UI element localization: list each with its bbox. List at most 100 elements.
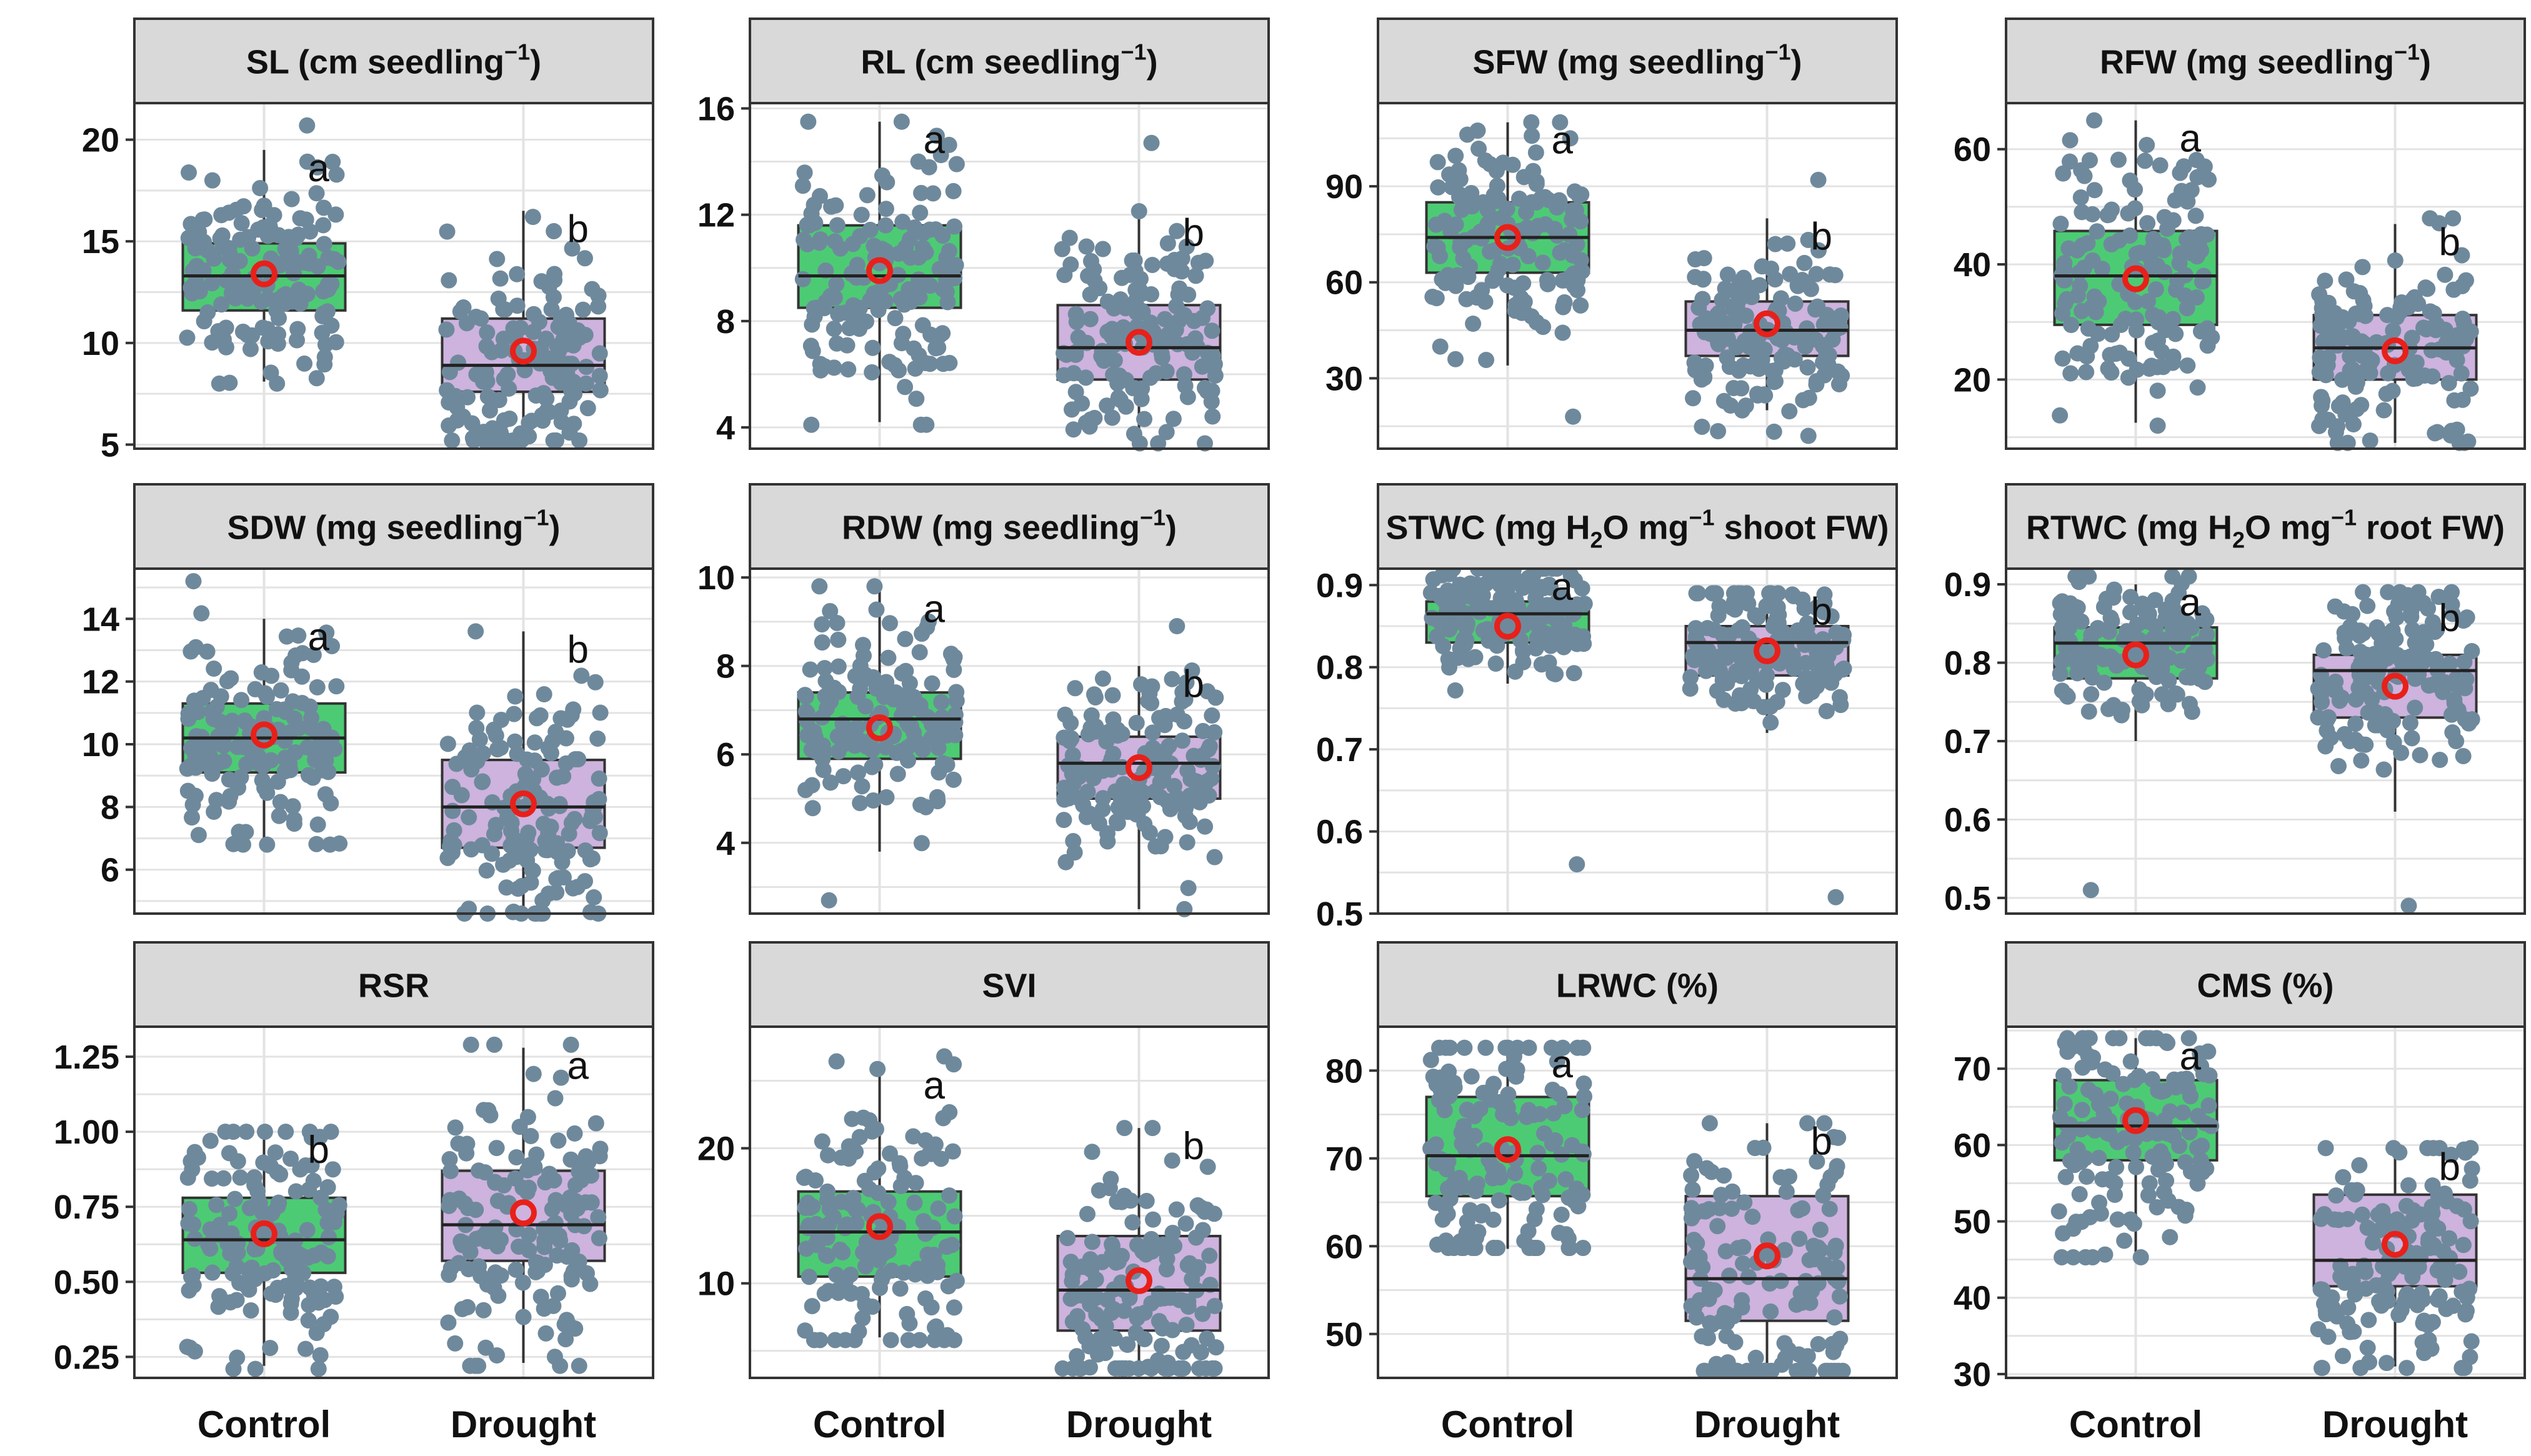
panel-sfw: a b 30 60 90 SFW (mg seedling−1): [1325, 17, 1898, 450]
data-point: [1818, 702, 1835, 719]
data-point: [2455, 1141, 2472, 1158]
data-point: [1564, 247, 1581, 264]
data-point: [2101, 1125, 2118, 1142]
data-point: [1452, 1233, 1469, 1250]
data-point: [1772, 1169, 1789, 1185]
data-point: [2054, 1249, 2070, 1265]
significance-letter: b: [567, 207, 589, 251]
panel-title: SDW (mg seedling−1): [227, 505, 560, 547]
data-point: [1765, 423, 1782, 440]
data-point: [887, 310, 904, 327]
data-point: [1567, 572, 1584, 589]
x-tick-label-control: Control: [1441, 1404, 1574, 1445]
data-point: [317, 1201, 334, 1218]
data-point: [794, 271, 811, 287]
data-point: [1082, 1296, 1099, 1313]
data-point: [465, 755, 482, 772]
data-point: [591, 825, 608, 842]
data-point: [852, 795, 869, 812]
data-point: [1441, 166, 1458, 183]
data-point: [2152, 157, 2169, 174]
data-point: [2387, 252, 2404, 269]
data-point: [522, 1128, 539, 1145]
data-point: [206, 661, 222, 677]
data-point: [487, 817, 504, 834]
data-point: [912, 796, 929, 813]
data-point: [2155, 1184, 2172, 1200]
data-point: [2431, 1288, 2448, 1305]
data-point: [549, 769, 566, 786]
data-point: [804, 800, 821, 817]
data-point: [930, 339, 947, 356]
data-point: [1447, 277, 1464, 294]
data-point: [297, 1340, 314, 1357]
significance-letter: a: [1552, 119, 1574, 162]
data-point: [567, 1177, 584, 1194]
data-point: [296, 355, 313, 372]
data-point: [475, 1302, 492, 1319]
y-tick-label: 60: [1325, 264, 1363, 302]
data-point: [571, 432, 588, 449]
data-point: [1176, 900, 1193, 917]
data-point: [2086, 182, 2103, 199]
data-point: [1054, 1360, 1071, 1377]
x-tick-label-control: Control: [197, 1404, 331, 1445]
data-point: [1719, 266, 1736, 283]
data-point: [1461, 1142, 1478, 1159]
panel-title: RL (cm seedling−1): [861, 39, 1157, 81]
data-point: [1171, 1292, 1188, 1309]
data-point: [256, 780, 273, 797]
data-point: [919, 619, 936, 636]
data-point: [294, 668, 311, 685]
mean-marker-drought: [510, 1199, 537, 1227]
data-point: [1081, 1280, 1097, 1297]
data-point: [1204, 707, 1221, 724]
data-point: [799, 236, 816, 252]
data-point: [1552, 114, 1569, 131]
data-point: [2360, 1312, 2377, 1329]
data-point: [1558, 1226, 1575, 1243]
data-point: [2071, 1186, 2088, 1203]
data-point: [584, 801, 601, 818]
data-point: [2441, 1230, 2458, 1247]
data-point: [1826, 1309, 1843, 1326]
data-point: [447, 1119, 464, 1136]
data-point: [1799, 320, 1815, 337]
data-point: [1711, 597, 1728, 614]
data-point: [501, 410, 518, 427]
data-point: [1547, 666, 1564, 682]
data-point: [552, 1357, 569, 1374]
data-point: [2412, 747, 2429, 764]
data-point: [547, 724, 564, 740]
data-point: [562, 1036, 579, 1053]
data-point: [2122, 589, 2139, 606]
data-point: [930, 739, 947, 756]
data-point: [2409, 641, 2425, 657]
data-point: [908, 391, 925, 407]
data-point: [481, 402, 498, 419]
data-point: [2362, 432, 2379, 449]
data-point: [1087, 689, 1104, 706]
data-point: [1194, 309, 1211, 326]
data-point: [832, 240, 849, 257]
data-point: [2400, 1177, 2417, 1194]
y-tick-label: 8: [716, 303, 735, 341]
data-point: [331, 1197, 347, 1214]
data-point: [1709, 1218, 1726, 1235]
data-point: [324, 1161, 341, 1178]
data-point: [2192, 1045, 2209, 1062]
data-point: [1453, 1124, 1470, 1141]
data-point: [899, 1305, 916, 1322]
data-point: [2414, 654, 2431, 671]
data-point: [561, 374, 577, 391]
data-point: [1507, 1165, 1524, 1182]
data-point: [830, 658, 847, 675]
data-point: [1762, 1303, 1779, 1320]
data-point: [1136, 411, 1153, 427]
data-point: [550, 1132, 567, 1149]
data-point: [2351, 1157, 2368, 1174]
mean-marker-control: [251, 260, 277, 287]
y-tick-label: 0.25: [54, 1339, 119, 1376]
data-point: [2120, 369, 2137, 386]
data-point: [438, 321, 455, 338]
